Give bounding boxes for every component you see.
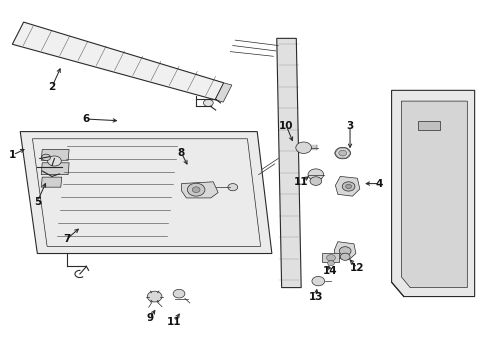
Circle shape — [203, 99, 213, 107]
Text: 1: 1 — [9, 150, 17, 160]
Text: 10: 10 — [279, 121, 294, 131]
Circle shape — [147, 291, 162, 302]
Text: 4: 4 — [376, 179, 383, 189]
Circle shape — [187, 183, 205, 196]
Text: 7: 7 — [63, 234, 71, 244]
Text: 2: 2 — [49, 82, 56, 92]
Circle shape — [335, 147, 350, 159]
Polygon shape — [20, 132, 272, 253]
Circle shape — [340, 253, 350, 260]
Polygon shape — [322, 253, 339, 262]
Circle shape — [192, 187, 200, 193]
Circle shape — [342, 182, 355, 191]
Polygon shape — [41, 163, 69, 175]
Circle shape — [310, 177, 322, 185]
Text: 11: 11 — [167, 317, 181, 327]
Text: 5: 5 — [34, 197, 41, 207]
Circle shape — [173, 289, 185, 298]
Text: 8: 8 — [178, 148, 185, 158]
Text: 13: 13 — [309, 292, 323, 302]
Text: 9: 9 — [146, 313, 153, 323]
Polygon shape — [181, 182, 218, 198]
Circle shape — [339, 247, 351, 255]
Polygon shape — [334, 242, 356, 260]
Circle shape — [42, 154, 50, 161]
Polygon shape — [277, 39, 301, 288]
Bar — [418, 121, 441, 130]
Circle shape — [328, 261, 334, 266]
Circle shape — [327, 255, 335, 261]
Text: 6: 6 — [83, 114, 90, 124]
Polygon shape — [392, 90, 475, 297]
Circle shape — [312, 276, 325, 286]
Polygon shape — [41, 149, 69, 160]
Polygon shape — [215, 83, 232, 102]
Polygon shape — [41, 177, 62, 187]
Circle shape — [228, 184, 238, 191]
Circle shape — [339, 150, 346, 156]
Polygon shape — [401, 101, 467, 288]
Text: 14: 14 — [323, 266, 338, 276]
Text: 12: 12 — [350, 263, 365, 273]
Polygon shape — [335, 176, 360, 196]
Circle shape — [48, 156, 61, 166]
Circle shape — [308, 169, 324, 180]
Circle shape — [296, 142, 312, 153]
Circle shape — [345, 184, 351, 189]
Text: 11: 11 — [294, 177, 308, 187]
Text: 3: 3 — [346, 121, 354, 131]
Polygon shape — [12, 22, 224, 100]
